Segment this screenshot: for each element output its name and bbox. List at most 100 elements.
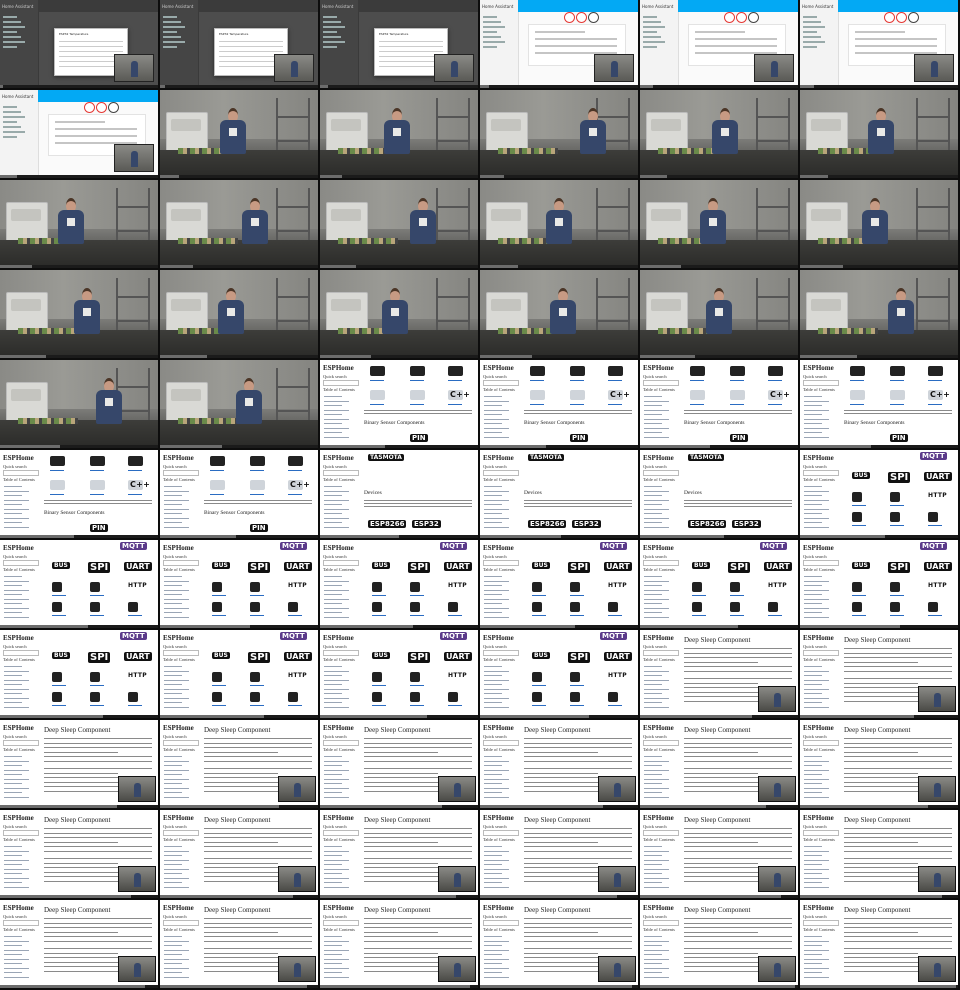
esp32-logo: ESP32 [732,520,761,528]
bench-items [498,328,558,334]
paragraph-line [684,648,792,649]
shelf [916,278,950,348]
esphome-brand: ESPHome [3,904,34,912]
toc-line [4,882,22,883]
ha-title: Home Assistant [802,4,834,9]
paragraph-line [204,940,312,942]
component-link [928,380,942,381]
toc-line [324,585,342,586]
toc-line [324,607,349,609]
bus-logo: BUS [212,652,230,659]
search-input [643,830,679,836]
sidebar-row [3,136,17,138]
card-row [855,31,905,33]
ha-title: Home Assistant [482,4,514,9]
search-input [3,650,39,656]
timeline-progress [160,265,194,268]
search-input [323,380,359,386]
toc-line [484,400,509,402]
paragraph-line [684,876,792,877]
toc-line [804,684,822,685]
toc-line [164,490,189,492]
bus-logo: BUS [372,562,390,569]
uart-logo: UART [444,652,472,661]
esphome-brand: ESPHome [163,904,194,912]
component-icon [288,480,303,490]
deep-sleep-title: Deep Sleep Component [524,726,591,734]
component-icon [90,602,100,612]
toc-line [484,616,509,618]
toc-line [644,882,662,883]
paragraph-line [204,862,278,864]
presenter-head [558,288,568,303]
paragraph-line [524,966,632,967]
timeline-bar [640,805,798,808]
toc-line [484,877,509,879]
paragraph-line [524,828,632,829]
component-link [768,615,782,616]
paragraph-line [44,957,152,958]
sidebar-row [643,16,657,18]
component-icon [448,366,463,376]
component-link [890,505,904,506]
component-link [448,705,462,706]
paragraph-line [844,862,918,864]
uart-logo: UART [284,652,312,661]
component-link [370,380,384,381]
esphome-brand: ESPHome [803,814,834,822]
paragraph-line [204,738,312,739]
toc-line [4,877,29,879]
toc-line [644,945,662,946]
presenter-head [720,108,730,123]
sidebar-row [3,126,21,128]
presenter-body [220,120,246,154]
ha-sidebar [480,0,519,88]
camera-overlay [598,866,636,892]
ha-title: Home Assistant [322,4,354,9]
toc-title: Table of Contents [483,747,515,752]
sidebar-row [483,21,501,23]
component-icon [730,602,740,612]
component-icon [52,602,62,612]
paragraph-line [44,871,152,873]
workbench [160,240,318,268]
paragraph-line [524,768,632,769]
paragraph-line [364,922,472,924]
component-icon [570,692,580,702]
quick-search-label: Quick search [323,914,347,919]
presenter [700,198,726,258]
paragraph-line [844,918,952,919]
toc-line [804,432,822,433]
search-input [323,920,359,926]
esphome-brand: ESPHome [3,814,34,822]
toc-line [4,513,22,514]
timeline-bar [320,985,478,988]
toc-line [324,666,342,667]
toc-line [4,666,22,667]
paragraph-line [844,828,952,829]
paragraph-line [364,837,472,838]
paragraph-line [524,867,632,868]
presenter [58,198,84,258]
toc-line [644,508,669,510]
card-row [855,52,937,54]
presenter-head [876,108,886,123]
paragraph-line [844,687,952,688]
timeline-bar [320,175,478,178]
workbench [480,330,638,358]
toc-line [4,756,22,757]
timeline-progress [320,715,428,718]
search-input [643,650,679,656]
presenter [220,108,246,168]
toc-line [804,859,829,861]
paragraph-line [844,691,952,693]
component-icon [532,582,542,592]
toc-line [324,490,349,492]
sink [6,292,48,332]
toc-line [644,490,669,492]
component-icon [730,582,740,592]
paragraph-line [524,952,598,954]
camera-overlay [434,54,474,82]
toc-line [804,670,829,672]
presenter [706,288,732,348]
